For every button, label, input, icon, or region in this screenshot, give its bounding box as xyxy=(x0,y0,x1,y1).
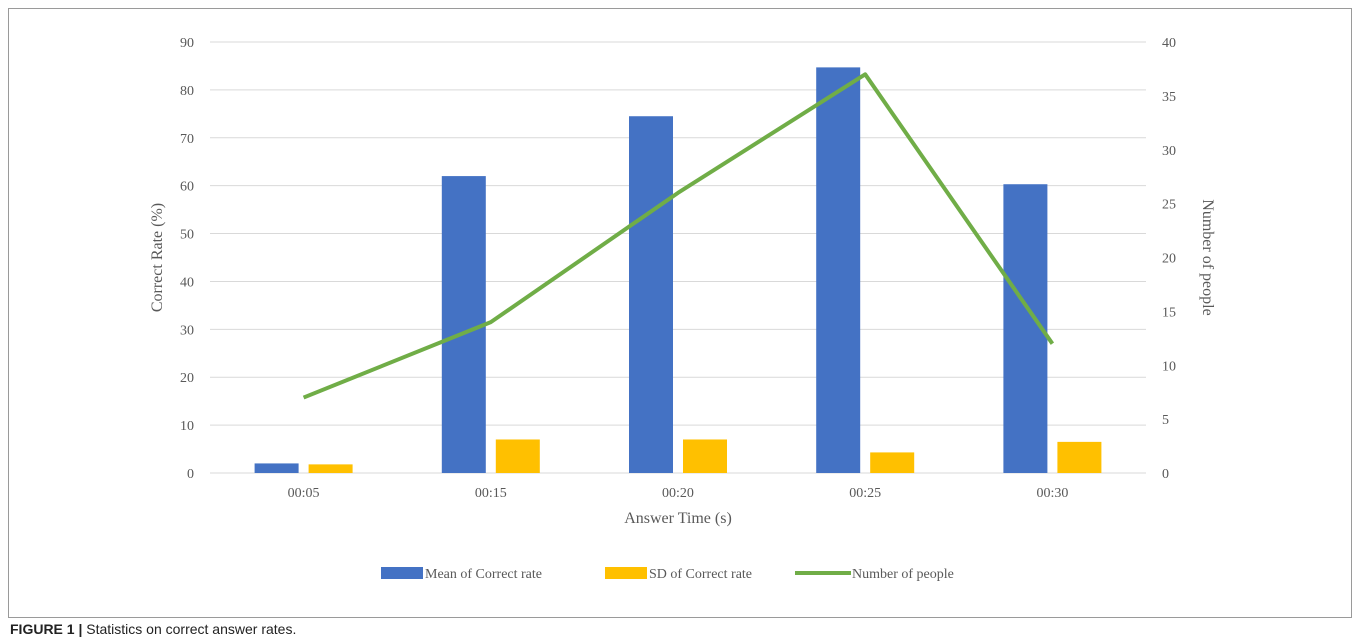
bar-mean-of-correct-rate xyxy=(441,176,486,474)
y2-axis-title: Number of people xyxy=(1199,199,1216,315)
line-number-of-people xyxy=(302,72,1055,400)
caption-label: FIGURE 1 | xyxy=(10,621,83,637)
x-tick-label: 00:25 xyxy=(849,486,881,501)
y-tick-label: 90 xyxy=(180,36,194,51)
y2-tick-label: 25 xyxy=(1162,198,1176,213)
y2-tick-label: 35 xyxy=(1162,90,1176,105)
bar-sd-of-correct-rate xyxy=(1057,441,1102,473)
x-tick-label: 00:30 xyxy=(1036,486,1068,501)
bar-mean-of-correct-rate xyxy=(254,463,299,473)
y-tick-label: 70 xyxy=(180,132,194,147)
legend-swatch xyxy=(381,567,423,579)
bar-sd-of-correct-rate xyxy=(683,439,727,473)
x-tick-label: 00:05 xyxy=(288,486,320,501)
legend-label: Mean of Correct rate xyxy=(425,567,542,582)
y2-tick-label: 10 xyxy=(1162,359,1176,374)
bar-sd-of-correct-rate xyxy=(870,452,915,473)
y-tick-label: 80 xyxy=(180,84,194,99)
y2-tick-label: 40 xyxy=(1162,36,1176,51)
figure-frame xyxy=(8,8,1352,618)
y-tick-label: 40 xyxy=(180,275,194,290)
bar-mean-of-correct-rate xyxy=(816,67,861,474)
legend-label: Number of people xyxy=(852,567,954,582)
y2-tick-label: 0 xyxy=(1162,467,1169,482)
y-tick-label: 30 xyxy=(180,323,194,338)
y-tick-label: 0 xyxy=(187,467,194,482)
y2-tick-label: 5 xyxy=(1162,413,1169,428)
caption-text: Statistics on correct answer rates. xyxy=(82,621,297,637)
y2-tick-label: 20 xyxy=(1162,252,1176,267)
y-tick-label: 20 xyxy=(180,371,194,386)
y-tick-label: 50 xyxy=(180,228,194,243)
legend-label: SD of Correct rate xyxy=(649,567,752,582)
y-axis-title: Correct Rate (%) xyxy=(149,203,166,312)
bar-sd-of-correct-rate xyxy=(495,439,540,473)
bar-mean-of-correct-rate xyxy=(629,116,673,473)
figure-caption: FIGURE 1 | Statistics on correct answer … xyxy=(10,621,296,637)
combo-chart: 0 10 20 30 40 50 60 70 80 90 0 5 10 15 20 25 30 35 40 00:05… xyxy=(149,36,1216,582)
x-tick-label: 00:15 xyxy=(475,486,507,501)
y2-tick-label: 15 xyxy=(1162,305,1176,320)
x-axis-title: Answer Time (s) xyxy=(624,510,732,527)
y2-tick-label: 30 xyxy=(1162,144,1176,159)
bar-sd-of-correct-rate xyxy=(308,464,353,473)
y-tick-label: 10 xyxy=(180,419,194,434)
legend-swatch xyxy=(605,567,647,579)
x-tick-label: 00:20 xyxy=(662,486,694,501)
y-tick-label: 60 xyxy=(180,180,194,195)
